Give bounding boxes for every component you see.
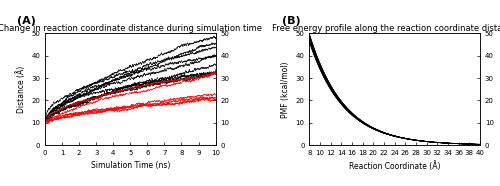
- X-axis label: Simulation Time (ns): Simulation Time (ns): [90, 161, 170, 171]
- Y-axis label: PMF (kcal/mol): PMF (kcal/mol): [281, 61, 290, 118]
- Title: Change in reaction coordinate distance during simulation time: Change in reaction coordinate distance d…: [0, 24, 262, 33]
- Text: (B): (B): [282, 16, 300, 26]
- X-axis label: Reaction Coordinate (Å): Reaction Coordinate (Å): [349, 161, 440, 171]
- Title: Free energy profile along the reaction coordinate distance: Free energy profile along the reaction c…: [272, 24, 500, 33]
- Text: (A): (A): [18, 16, 36, 26]
- Y-axis label: Distance (Å): Distance (Å): [16, 66, 26, 113]
